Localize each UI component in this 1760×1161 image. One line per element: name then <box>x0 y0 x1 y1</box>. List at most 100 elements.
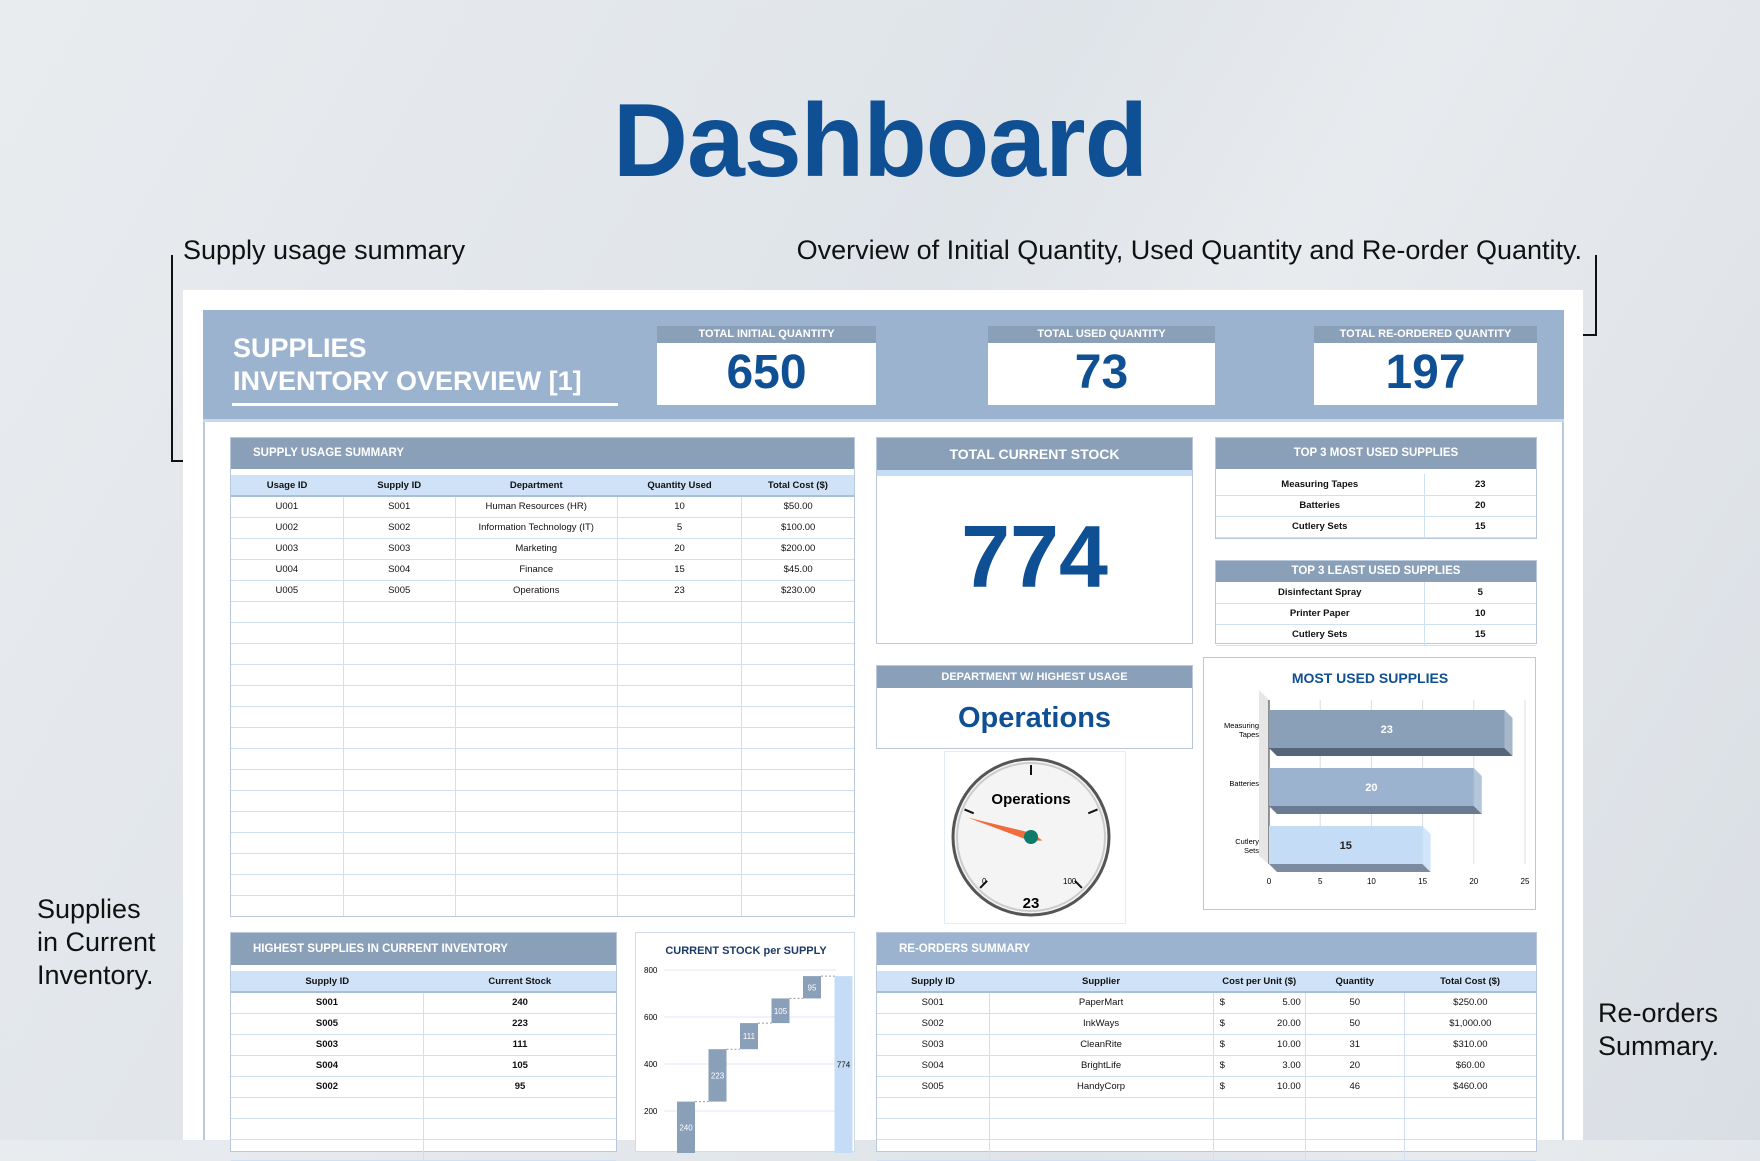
table-row <box>231 769 854 791</box>
x-tick-label: 15 <box>1418 877 1427 886</box>
table-row: S005 223 <box>231 1013 616 1035</box>
empty-cell <box>231 748 344 770</box>
department-value: Operations <box>957 702 1112 734</box>
empty-cell <box>617 895 743 916</box>
top-most-used-panel: TOP 3 MOST USED SUPPLIES Measuring Tapes… <box>1215 437 1537 539</box>
empty-cell <box>455 895 618 916</box>
usage-gauge-panel: Operations 0 100 23 <box>944 751 1126 924</box>
column-header: Supplier <box>989 971 1214 993</box>
table-row: Cutlery Sets 15 <box>1216 516 1536 538</box>
x-tick-label: 10 <box>1367 877 1376 886</box>
table-cell: $ <box>1213 1055 1233 1077</box>
column-header: Total Cost ($) <box>741 475 854 497</box>
bar-bottom-face <box>1269 748 1513 756</box>
table-row <box>231 748 854 770</box>
empty-cell <box>455 685 618 707</box>
empty-cell <box>343 832 456 854</box>
table-cell: $1,000.00 <box>1404 1013 1536 1035</box>
empty-cell <box>231 895 344 916</box>
empty-cell <box>231 832 344 854</box>
empty-cell <box>231 643 344 665</box>
empty-cell <box>741 601 854 623</box>
table-cell: 46 <box>1305 1076 1405 1098</box>
kpi-label: TOTAL INITIAL QUANTITY <box>657 326 876 343</box>
highest-supplies-table: Supply ID Current Stock S001 240 S005 223 S003… <box>231 971 616 1161</box>
table-row <box>877 1118 1536 1140</box>
empty-cell <box>231 769 344 791</box>
empty-cell <box>617 832 743 854</box>
y-tick-label: 200 <box>644 1107 658 1116</box>
table-row <box>231 601 854 623</box>
gauge-min-label: 0 <box>982 877 987 886</box>
bar-value-label: 20 <box>1365 782 1377 794</box>
table-cell: 50 <box>1305 1013 1405 1035</box>
annotation-line: Inventory. <box>37 960 154 990</box>
table-cell: 111 <box>423 1034 616 1056</box>
y-tick-label: 400 <box>644 1060 658 1069</box>
table-cell: S001 <box>231 992 424 1014</box>
chart-title: MOST USED SUPPLIES <box>1292 670 1448 686</box>
bar-bottom-face <box>1269 806 1482 814</box>
table-cell: 10.00 <box>1232 1034 1306 1056</box>
empty-cell <box>1232 1118 1306 1140</box>
waterfall-bar <box>834 976 853 1158</box>
bar-value-label: 95 <box>808 983 817 992</box>
annotation-line: Re-orders <box>1598 998 1719 1028</box>
empty-cell <box>343 664 456 686</box>
panel-title: TOTAL CURRENT STOCK <box>877 438 1192 470</box>
table-cell: 50 <box>1305 992 1405 1014</box>
empty-cell <box>1213 1097 1233 1119</box>
table-cell: Human Resources (HR) <box>455 496 618 518</box>
waterfall-bar <box>803 976 821 999</box>
chart-title: CURRENT STOCK per SUPPLY <box>665 945 827 957</box>
empty-cell <box>617 706 743 728</box>
kpi-total-initial: TOTAL INITIAL QUANTITY 650 <box>657 326 876 405</box>
empty-cell <box>617 727 743 749</box>
table-cell: Finance <box>455 559 618 581</box>
table-cell: S002 <box>343 517 456 539</box>
table-row: S004 BrightLife $3.00 20 $60.00 <box>877 1055 1536 1077</box>
empty-cell <box>423 1139 616 1161</box>
gauge-hub <box>1024 830 1038 844</box>
column-header: Supply ID <box>877 971 990 993</box>
gauge-tick <box>1087 808 1098 815</box>
bar-bottom-face <box>1269 864 1431 872</box>
empty-cell <box>741 664 854 686</box>
table-cell: BrightLife <box>989 1055 1214 1077</box>
empty-cell <box>455 727 618 749</box>
table-row: Cutlery Sets 15 <box>1216 624 1536 646</box>
bar <box>1269 826 1423 864</box>
empty-cell <box>617 874 743 896</box>
y-category-label: Measuring Tapes <box>1224 721 1259 739</box>
table-cell: $ <box>1213 992 1233 1014</box>
empty-cell <box>343 790 456 812</box>
empty-cell <box>1404 1097 1536 1119</box>
highest-supplies-panel: HIGHEST SUPPLIES IN CURRENT INVENTORY Su… <box>230 932 617 1161</box>
kpi-value: 73 <box>1074 346 1129 399</box>
table-cell: InkWays <box>989 1013 1214 1035</box>
table-row <box>877 1139 1536 1161</box>
table-cell: $310.00 <box>1404 1034 1536 1056</box>
empty-cell <box>617 664 743 686</box>
empty-cell <box>741 832 854 854</box>
table-cell: U004 <box>231 559 344 581</box>
table-cell: 23 <box>1424 474 1536 496</box>
table-cell: Printer Paper <box>1216 603 1425 625</box>
gauge-tick <box>1074 880 1083 889</box>
table-cell: S004 <box>877 1055 990 1077</box>
table-row: Disinfectant Spray 5 <box>1216 582 1536 604</box>
gauge-tick <box>979 880 988 889</box>
bar-value-label: 105 <box>774 1007 788 1016</box>
table-row <box>231 874 854 896</box>
table-row: S004 105 <box>231 1055 616 1077</box>
most-used-chart: MOST USED SUPPLIES 0 5 10 15 20 25 23 Measuring… <box>1224 670 1530 886</box>
empty-cell <box>231 727 344 749</box>
table-row: S002 95 <box>231 1076 616 1098</box>
kpi-label: TOTAL USED QUANTITY <box>988 326 1215 343</box>
current-stock-chart-panel: CURRENT STOCK per SUPPLY 200 400 600 800 240… <box>635 932 855 1158</box>
table-cell: S001 <box>343 496 456 518</box>
empty-cell <box>455 706 618 728</box>
empty-cell <box>1404 1118 1536 1140</box>
table-cell: Batteries <box>1216 495 1425 517</box>
empty-cell <box>231 1139 424 1161</box>
